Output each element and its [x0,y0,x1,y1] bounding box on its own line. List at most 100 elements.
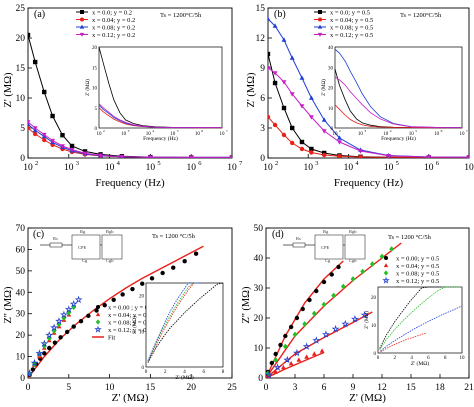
inset-x-tick-exponent: 4 [152,129,154,133]
inset-x-tick-label: 6 [427,356,430,361]
condition-label: Ts = 1200°C/5h [160,12,202,19]
x-axis-label: Z' (MΩ) [349,392,386,404]
data-point [304,354,310,359]
resistor-symbol [49,242,63,248]
y-tick-label: 50 [254,224,264,234]
x-tick-label: 10 [227,163,237,173]
legend-marker [383,270,389,276]
data-point [386,154,392,158]
x-tick-exponent: 7 [239,160,243,167]
data-point [309,146,314,152]
x-tick-label: 12 [377,383,387,393]
plot-frame [267,7,470,159]
inset-x-tick-exponent: 6 [441,129,443,133]
data-point [193,251,199,256]
circuit-label: Rg [323,229,329,234]
inset-y-tick-label: 10 [92,87,98,92]
legend-label: x = 0.12; y = 0.2 [92,32,135,39]
inset-series-line [334,76,463,128]
inset-x-axis-label: Frequency (Hz) [143,135,178,142]
inset-y-tick-label: 0 [331,127,334,132]
panel-label: (c) [33,229,44,240]
data-point [329,272,334,277]
panel-label: (a) [34,9,45,20]
legend-label: Fit [108,335,115,342]
inset-y-tick-label: 15 [92,66,98,71]
y-tick-label: 12 [256,34,266,44]
data-point [41,132,47,138]
y-axis-label: Z' (MΩ) [3,72,14,108]
inset-series-line [147,282,224,363]
parallel-block [344,234,366,260]
data-point [331,292,337,299]
data-point [32,59,38,65]
circuit-label: Cgb [106,258,114,263]
inset-x-tick-label: 8 [444,356,447,361]
legend-label: x = 0.08; y = 0.2 [108,320,151,327]
legend-label: x = 0.04; y = 0.5 [396,263,439,270]
inset-x-tick-label: 10 [97,132,103,137]
inset-x-tick-label: 10 [121,132,127,137]
x-tick-exponent: 4 [117,160,121,167]
y-tick-label: 30 [16,310,26,320]
inset-x-tick-label: 10 [434,132,440,137]
inset-x-tick-label: 8 [222,370,225,375]
data-point [42,137,47,143]
y-tick-label: 30 [254,284,264,294]
legend-marker [318,10,322,14]
data-point [120,292,125,297]
x-tick-label: 10 [105,163,115,173]
y-tick-label: 0 [20,374,25,384]
inset-y-tick-label: 20 [139,295,145,300]
legend-label: x = 0.12; y = 0.5 [330,32,373,39]
inset-y-tick-label: 20 [371,296,377,301]
x-tick-label: 10 [146,163,156,173]
data-point [321,279,327,285]
data-point [283,355,292,364]
parallel-block [71,234,101,260]
data-point [272,80,278,86]
data-point [98,153,103,158]
x-tick-exponent: 6 [436,160,440,167]
x-tick-exponent: 2 [275,160,278,167]
inset-x-tick-exponent: 7 [466,129,468,133]
data-point [350,276,356,282]
data-point [299,139,305,145]
data-point [147,155,153,158]
x-tick-label: 9 [351,383,356,393]
data-point [28,32,31,38]
inset-y-tick-label: 40 [328,46,334,51]
data-point [268,66,271,71]
y-tick-label: 20 [16,331,26,341]
data-point [300,306,305,312]
inset-y-axis-label: Z' (MΩ) [322,79,327,96]
legend-marker [318,17,322,22]
y-tick-label: 10 [16,353,26,363]
x-tick-label: 10 [263,163,273,173]
data-point [426,155,432,158]
inset-x-tick-label: 10 [460,132,466,137]
legend-label: x = 0.04; y = 0.5 [330,17,373,24]
x-tick-exponent: 6 [198,160,202,167]
data-layer [28,245,204,378]
data-point [40,339,49,348]
data-point [281,80,287,85]
plot-frame [265,227,470,379]
circuit-label: Rg [80,229,86,234]
data-point [58,335,63,340]
inset-series-line [147,282,200,362]
legend-marker [79,32,85,37]
data-point [321,301,327,308]
data-point [281,132,287,138]
legend-label: x = 0.08; y = 0.2 [92,25,135,32]
x-axis-label: Frequency (Hz) [95,177,165,189]
inset-x-tick-label: 10 [358,132,364,137]
inset-y-tick-label: 30 [328,66,334,71]
inset-y-axis-label: Z' (MΩ) [86,79,91,96]
data-point [273,351,278,357]
data-point [296,357,302,362]
data-point [28,125,31,131]
inset-x-tick-exponent: 5 [177,129,179,133]
